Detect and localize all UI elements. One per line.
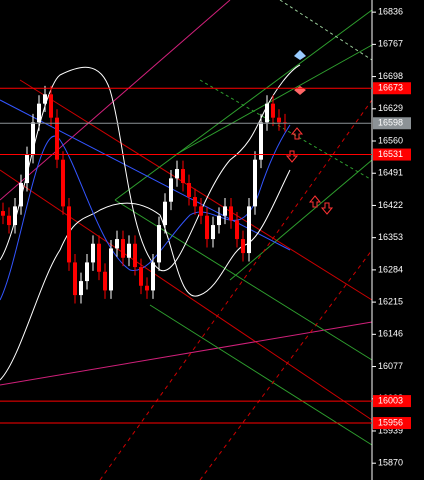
candle-body bbox=[25, 155, 29, 184]
candle-body bbox=[115, 239, 119, 249]
candle-body bbox=[169, 178, 173, 202]
candle-body bbox=[109, 248, 113, 291]
y-tick-label: 16767 bbox=[378, 39, 403, 49]
price-label: 16673 bbox=[378, 83, 403, 93]
price-label-box bbox=[373, 82, 411, 95]
candle-body bbox=[103, 271, 107, 291]
y-tick-label: 16698 bbox=[378, 71, 403, 81]
price-label-box bbox=[373, 117, 411, 130]
candle-body bbox=[241, 239, 245, 254]
y-tick-label: 15870 bbox=[378, 458, 403, 468]
bollinger-upper bbox=[0, 64, 301, 272]
candle-body bbox=[1, 211, 5, 216]
channel-line bbox=[229, 159, 373, 281]
trend-line bbox=[99, 99, 373, 480]
candle-body bbox=[49, 94, 53, 118]
y-tick-label: 16629 bbox=[378, 103, 403, 113]
candle-body bbox=[85, 262, 89, 282]
candle-body bbox=[247, 206, 251, 254]
y-tick-label: 16560 bbox=[378, 135, 403, 145]
channel-line bbox=[149, 304, 373, 446]
candle-body bbox=[253, 159, 257, 207]
candle-body bbox=[223, 206, 227, 216]
candle-body bbox=[91, 243, 95, 263]
candle-body bbox=[175, 169, 179, 179]
candle-body bbox=[19, 183, 23, 207]
candle-body bbox=[55, 117, 59, 160]
candle-body bbox=[37, 103, 41, 123]
price-label: 16598 bbox=[378, 118, 403, 128]
arrow bbox=[320, 202, 334, 215]
candle-body bbox=[157, 225, 161, 263]
candle-body bbox=[61, 159, 65, 207]
candle-body bbox=[193, 197, 197, 207]
arrow bbox=[308, 195, 322, 208]
bollinger-middle bbox=[0, 124, 291, 301]
candle-body bbox=[277, 117, 281, 123]
candle-body bbox=[121, 239, 125, 258]
candle-body bbox=[151, 262, 155, 291]
candle-body bbox=[187, 183, 191, 198]
price-label: 16531 bbox=[378, 149, 403, 159]
candle-body bbox=[229, 206, 233, 221]
y-tick-label: 16077 bbox=[378, 361, 403, 371]
trend-line bbox=[0, 0, 231, 201]
channel-line bbox=[279, 0, 373, 61]
candle-body bbox=[145, 285, 149, 291]
candle-body bbox=[271, 103, 275, 118]
arrow bbox=[285, 150, 299, 163]
candle-body bbox=[67, 206, 71, 263]
y-tick-label: 16491 bbox=[378, 168, 403, 178]
candle-body bbox=[133, 243, 137, 268]
price-label: 15956 bbox=[378, 417, 403, 427]
candle-body bbox=[181, 169, 185, 184]
candle-body bbox=[199, 206, 203, 216]
candle-body bbox=[13, 206, 17, 226]
marker bbox=[294, 50, 306, 60]
candle-body bbox=[139, 267, 143, 286]
y-tick-label: 16353 bbox=[378, 232, 403, 242]
candle-body bbox=[235, 220, 239, 240]
trend-line bbox=[19, 79, 373, 301]
candle-body bbox=[259, 122, 263, 160]
y-tick-label: 15939 bbox=[378, 425, 403, 435]
price-label-box bbox=[373, 395, 411, 408]
y-tick-label: 16284 bbox=[378, 264, 403, 274]
price-label-box bbox=[373, 417, 411, 430]
drawing-objects bbox=[0, 0, 373, 480]
price-label-box bbox=[373, 148, 411, 161]
y-tick-label: 16146 bbox=[378, 329, 403, 339]
candle-body bbox=[265, 103, 269, 123]
y-tick-label: 16422 bbox=[378, 200, 403, 210]
candle-body bbox=[79, 281, 83, 296]
candle-body bbox=[73, 262, 77, 296]
price-label: 16003 bbox=[378, 395, 403, 405]
candle-body bbox=[127, 243, 131, 258]
candle-body bbox=[97, 243, 101, 272]
candle-body bbox=[211, 225, 215, 240]
candle-body bbox=[163, 201, 167, 226]
candle-body bbox=[217, 215, 221, 226]
candle-body bbox=[205, 215, 209, 240]
ma-line bbox=[0, 99, 291, 251]
candle-body bbox=[31, 122, 35, 156]
arrow bbox=[290, 127, 304, 140]
candle-body bbox=[43, 94, 47, 104]
y-tick-label: 16215 bbox=[378, 296, 403, 306]
trend-line bbox=[0, 169, 373, 421]
y-tick-label: 16836 bbox=[378, 7, 403, 17]
candle-body bbox=[7, 215, 11, 226]
